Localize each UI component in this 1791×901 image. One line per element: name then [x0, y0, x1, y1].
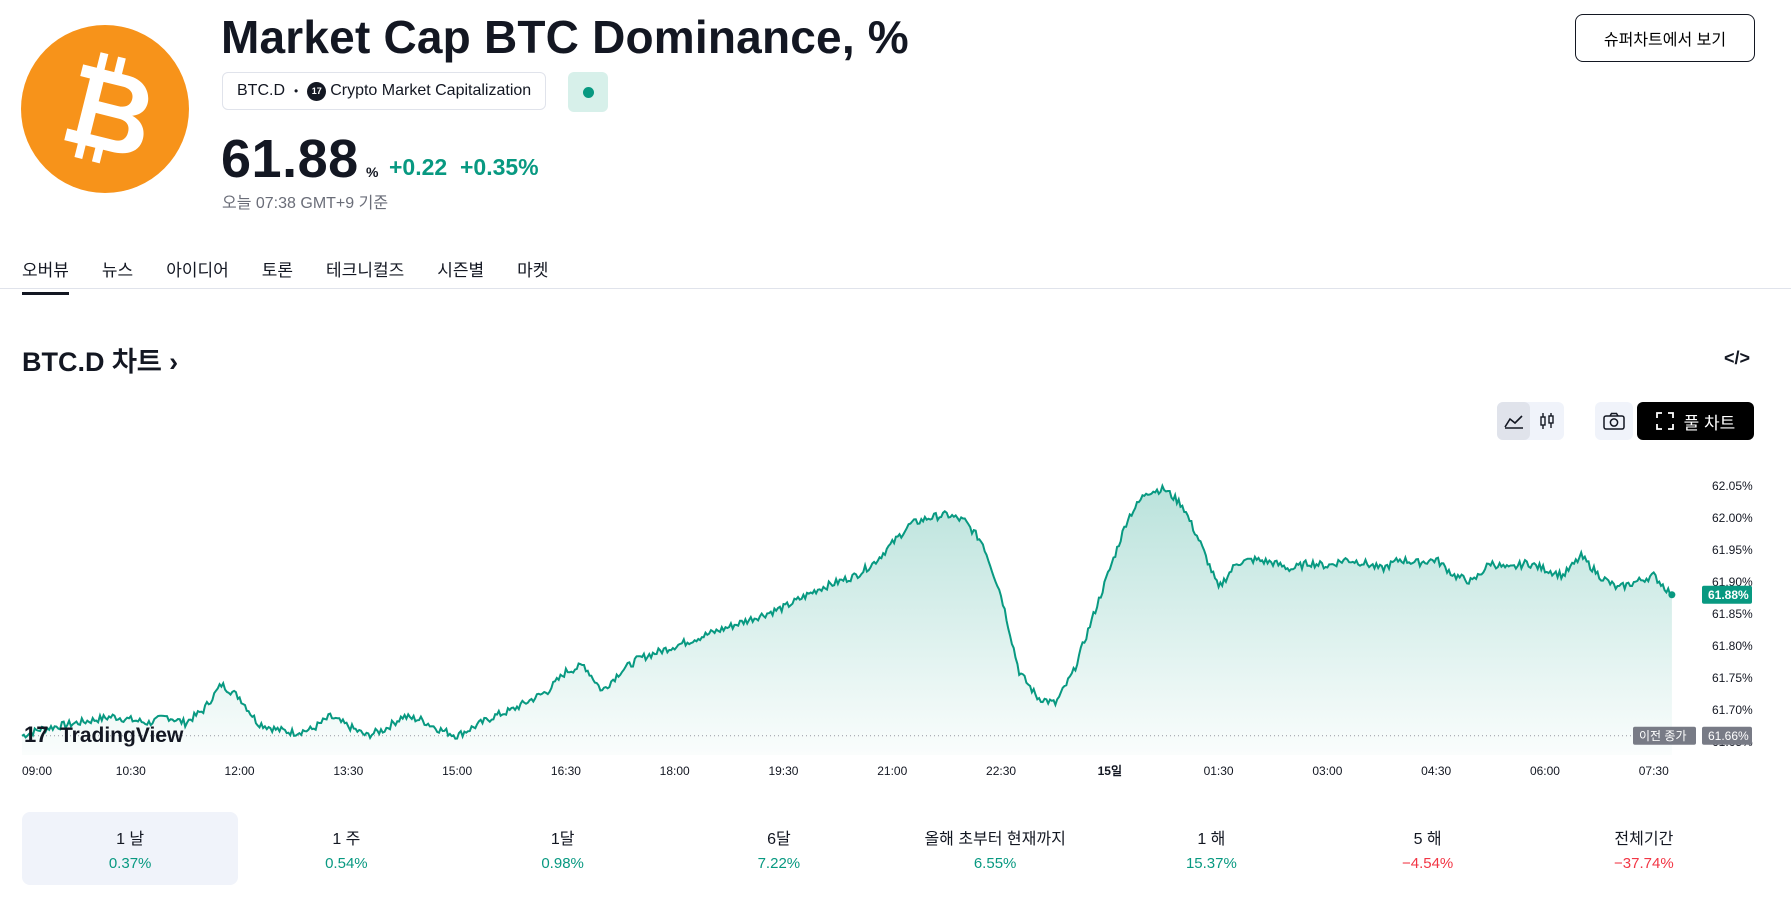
live-dot-icon	[583, 87, 594, 98]
x-tick-label: 03:00	[1312, 764, 1342, 778]
camera-icon[interactable]	[1595, 402, 1633, 440]
last-value-badge	[1702, 585, 1752, 604]
y-tick-label: 62.00%	[1712, 511, 1753, 525]
x-tick-label: 06:00	[1530, 764, 1560, 778]
bitcoin-icon	[64, 52, 149, 164]
price-change: +0.22 +0.35%	[389, 154, 539, 181]
y-tick-label: 61.85%	[1712, 607, 1753, 621]
period-label: 전체기간	[1614, 831, 1674, 848]
tab-markets[interactable]: 마켓	[517, 261, 549, 280]
source-label: Crypto Market Capitalization	[330, 82, 532, 99]
tab-technicals[interactable]: 테크니컬즈	[326, 261, 405, 280]
y-tick-label: 61.70%	[1712, 703, 1753, 717]
period-1d[interactable]: 1 날 0.37%	[22, 812, 239, 885]
x-tick-label: 16:30	[551, 764, 581, 778]
bitcoin-logo	[21, 25, 189, 193]
x-tick-label: 18:00	[660, 764, 690, 778]
period-1y[interactable]: 1 해 15.37%	[1103, 812, 1319, 885]
y-tick-label: 61.95%	[1712, 543, 1753, 557]
tradingview-watermark: 17 TradingView	[24, 722, 184, 747]
last-price: 61.88	[221, 129, 359, 189]
tab-discussion[interactable]: 토론	[261, 261, 294, 280]
x-tick-label: 04:30	[1421, 764, 1451, 778]
last-point-marker	[1668, 591, 1676, 599]
period-label: 1달	[550, 831, 575, 848]
separator-dot: •	[294, 84, 299, 98]
full-chart-label: 풀 차트	[1683, 413, 1736, 433]
y-tick-label: 61.80%	[1712, 639, 1753, 653]
period-1w[interactable]: 1 주 0.54%	[238, 812, 454, 885]
period-value: 15.37%	[1185, 855, 1237, 872]
period-label: 1 날	[116, 831, 145, 848]
chart-style-toggle	[1497, 402, 1564, 440]
symbol-label: BTC.D	[237, 82, 285, 99]
change-abs: +0.22	[389, 154, 448, 180]
x-tick-label: 07:30	[1639, 764, 1669, 778]
period-value: −37.74%	[1614, 855, 1674, 872]
price-line	[21, 482, 1672, 741]
x-tick-label: 12:00	[225, 764, 255, 778]
period-label: 5 해	[1413, 831, 1442, 848]
prev-close-label-badge	[1633, 726, 1696, 745]
tab-bar: 오버뷰 뉴스 아이디어 토론 테크니컬즈 시즌별 마켓	[22, 252, 581, 295]
tradingview-source-icon: 17	[307, 81, 327, 101]
period-6m[interactable]: 6달 7.22%	[671, 812, 887, 885]
x-tick-label: 09:00	[22, 764, 52, 778]
period-value: −4.54%	[1401, 855, 1454, 872]
period-label: 올해 초부터 현재까지	[924, 831, 1066, 848]
embed-code-icon[interactable]: </>	[1723, 347, 1751, 368]
period-value: 0.54%	[325, 855, 368, 872]
prev-close-label: 이전 종가	[1639, 729, 1687, 743]
tab-divider	[0, 288, 1791, 289]
market-status-indicator[interactable]	[568, 72, 608, 112]
prev-close-value-badge	[1702, 726, 1752, 745]
period-5y[interactable]: 5 해 −4.54%	[1320, 812, 1536, 885]
price-unit: %	[366, 164, 379, 180]
change-pct: +0.35%	[459, 154, 539, 180]
period-label: 1 주	[332, 831, 361, 848]
performance-periods: 1 날 0.37% 1 주 0.54% 1달 0.98% 6달 7.22% 올해 초부터…	[22, 812, 1752, 885]
fullscreen-icon	[1655, 412, 1674, 430]
x-tick-label: 01:30	[1204, 764, 1234, 778]
period-all[interactable]: 전체기간 −37.74%	[1536, 812, 1752, 885]
tab-news[interactable]: 뉴스	[101, 261, 134, 280]
y-tick-label: 61.75%	[1712, 671, 1753, 685]
x-tick-label: 10:30	[116, 764, 146, 778]
period-1m[interactable]: 1달 0.98%	[455, 812, 671, 885]
x-tick-label: 13:30	[333, 764, 363, 778]
chart-title: BTC.D 차트	[22, 347, 162, 377]
tab-overview[interactable]: 오버뷰	[22, 252, 69, 295]
area-chart-icon[interactable]	[1497, 402, 1530, 440]
candles-icon[interactable]	[1530, 402, 1563, 440]
x-tick-label: 15:00	[442, 764, 472, 778]
tradingview-logo-icon: 17	[24, 722, 48, 747]
period-ytd[interactable]: 올해 초부터 현재까지 6.55%	[887, 812, 1103, 885]
x-tick-label: 22:30	[986, 764, 1016, 778]
symbol-chip[interactable]: BTC.D • 17 Crypto Market Capitalization	[222, 72, 547, 110]
tab-seasonals[interactable]: 시즌별	[437, 261, 485, 280]
last-value-text: 61.88%	[1708, 588, 1749, 602]
prev-close-value: 61.66%	[1708, 729, 1749, 743]
full-chart-button[interactable]: 풀 차트	[1637, 402, 1754, 440]
area-fill	[22, 485, 1672, 755]
x-tick-label: 19:30	[768, 764, 798, 778]
period-value: 0.37%	[108, 855, 152, 872]
supercharts-button[interactable]: 슈퍼차트에서 보기	[1575, 14, 1755, 62]
as-of-time: 오늘 07:38 GMT+9 기준	[222, 195, 389, 212]
period-label: 6달	[767, 831, 791, 848]
y-tick-label: 61.90%	[1712, 575, 1753, 589]
period-value: 0.98%	[541, 855, 584, 872]
price-chart[interactable]: 62.05% 62.00% 61.95% 61.90% 61.85% 61.80% 61.7…	[0, 455, 1791, 795]
period-label: 1 해	[1197, 831, 1226, 848]
period-value: 7.22%	[757, 855, 801, 872]
watermark-text: TradingView	[60, 724, 184, 747]
y-tick-label: 62.05%	[1712, 479, 1753, 493]
tab-ideas[interactable]: 아이디어	[166, 261, 229, 280]
x-tick-label: 15일	[1098, 764, 1122, 778]
chevron-right-icon: ›	[161, 347, 179, 377]
x-tick-label: 21:00	[877, 764, 907, 778]
period-value: 6.55%	[973, 855, 1017, 872]
page-title: Market Cap BTC Dominance, %	[221, 11, 909, 63]
chart-title-link[interactable]: BTC.D 차트 ›	[22, 340, 178, 379]
